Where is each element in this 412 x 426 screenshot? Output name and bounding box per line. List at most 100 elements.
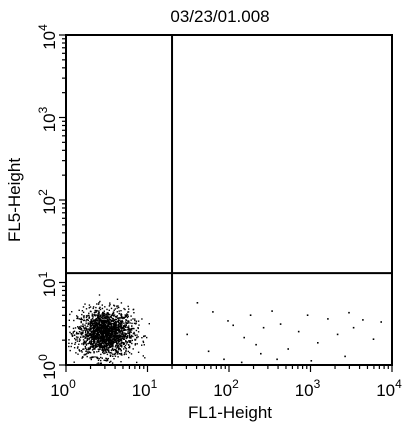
data-point [121,345,123,347]
data-point [127,328,129,330]
data-point [118,306,120,309]
data-point [92,337,95,339]
data-point [96,363,98,365]
data-point [133,333,136,335]
data-point [108,313,110,316]
data-point [82,306,85,308]
data-point [111,328,113,331]
data-point [112,337,115,339]
data-point [77,317,79,320]
data-point [102,341,104,344]
data-point [93,335,95,338]
data-point [260,352,262,355]
data-point [101,331,103,333]
data-point [82,343,85,346]
data-point [134,319,136,322]
data-point [109,337,111,339]
data-point [116,342,118,344]
data-point [115,333,117,335]
data-point [114,316,117,318]
data-point [126,335,129,338]
data-point [113,314,116,316]
data-point [85,330,87,332]
data-point [128,327,130,329]
data-point [120,314,123,316]
data-point [111,314,113,316]
data-point [82,311,85,313]
data-point [101,307,104,310]
data-point [69,349,71,352]
data-point [80,350,83,352]
data-point [104,345,106,347]
data-point [297,330,300,333]
data-point [73,347,76,349]
data-point [118,317,120,319]
data-point [77,326,79,328]
data-point [84,329,86,331]
data-point [91,333,94,336]
data-point [92,338,94,341]
data-point [131,342,133,345]
data-point [131,325,133,327]
data-point [89,322,91,325]
data-point [101,342,103,344]
data-point [112,353,114,355]
data-point [105,350,107,353]
data-point [84,303,86,305]
data-point [123,343,125,345]
data-point [98,330,101,332]
data-point [103,314,105,316]
data-point [103,317,105,319]
data-point [120,349,122,352]
data-point [108,319,110,321]
data-point [115,326,118,328]
data-point [95,327,98,329]
data-point [87,335,89,338]
data-point [96,324,98,326]
data-point [90,325,92,327]
data-point [101,324,103,327]
data-point [93,329,95,332]
data-point [90,328,93,330]
data-point [114,324,116,327]
data-point [77,316,79,318]
data-point [94,346,97,348]
data-point [125,337,127,340]
data-point [121,341,123,344]
x-tick-label: 101 [132,377,158,400]
data-point [116,347,118,349]
data-point [94,326,96,329]
data-point [119,332,121,334]
data-point [107,312,109,315]
data-point [89,321,91,323]
data-point [105,313,107,316]
data-point [362,319,364,321]
data-point [106,318,108,320]
data-point [101,335,104,337]
data-point [101,314,103,316]
data-point [94,347,96,349]
data-point [99,319,101,321]
data-point [86,351,88,353]
data-point [110,316,112,318]
data-point [128,328,130,330]
data-point [71,334,73,336]
data-point [113,336,116,338]
data-point [143,344,145,346]
data-point [127,311,130,313]
data-point [90,358,92,361]
data-point [109,338,111,340]
data-point [132,308,134,311]
data-point [132,332,135,335]
data-point [103,342,105,345]
data-point [88,342,90,345]
data-point [109,345,111,347]
data-point [125,315,127,318]
data-point [109,313,111,316]
data-point [105,332,108,335]
data-point [115,350,117,353]
data-point [92,343,95,345]
data-point [99,336,101,338]
data-point [98,329,101,331]
data-point [90,339,92,341]
